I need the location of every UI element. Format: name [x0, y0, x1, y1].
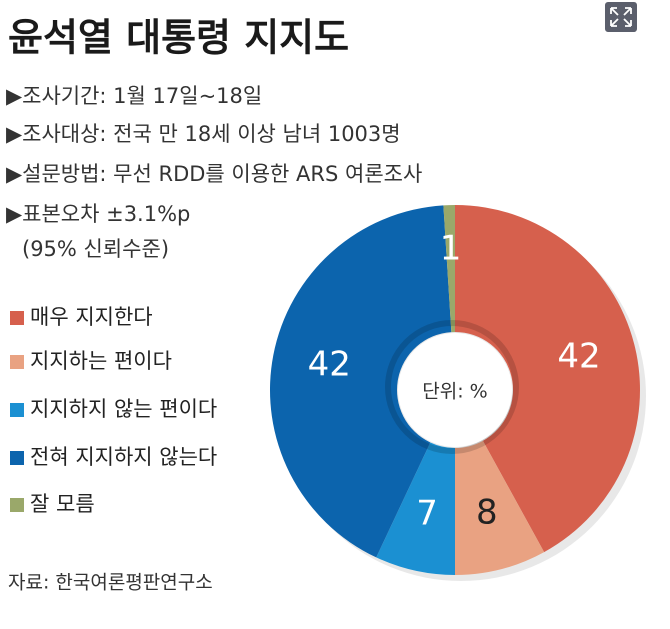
legend-swatch [10, 311, 24, 325]
donut-slice [443, 205, 455, 333]
info-line: ▶표본오차 ±3.1%p [6, 202, 190, 226]
data-label: 8 [476, 492, 498, 532]
chart-title: 윤석열 대통령 지지도 [8, 16, 349, 60]
legend-label: 잘 모름 [30, 492, 95, 516]
legend-swatch [10, 498, 24, 512]
legend-swatch [10, 403, 24, 417]
data-label: 42 [308, 345, 351, 385]
expand-icon-bg[interactable] [605, 2, 637, 32]
donut-slice [455, 205, 641, 553]
unit-label: 단위: % [422, 381, 487, 403]
data-label: 42 [557, 337, 600, 377]
legend-label: 지지하는 편이다 [30, 349, 172, 373]
donut-hole [398, 333, 512, 447]
info-line: ▶조사기간: 1월 17일~18일 [6, 84, 262, 108]
legend-label: 지지하지 않는 편이다 [30, 397, 217, 421]
info-line: (95% 신뢰수준) [22, 237, 169, 261]
legend-swatch [10, 355, 24, 369]
legend-label: 전혀 지지하지 않는다 [30, 445, 217, 469]
donut: 42 87 42 1 단위: % [270, 205, 646, 581]
info-line: ▶설문방법: 무선 RDD를 이용한 ARS 여론조사 [6, 162, 422, 186]
legend-swatch [10, 451, 24, 465]
source: 자료: 한국여론평판연구소 [8, 572, 213, 594]
legend-label: 매우 지지한다 [30, 305, 153, 329]
donut-slice [376, 442, 455, 575]
donut-slice [270, 205, 452, 558]
donut-slice [455, 440, 545, 575]
expand-button[interactable] [605, 2, 637, 32]
data-label: 1 [440, 229, 462, 269]
donut-hole-shadow [385, 320, 519, 454]
data-label: 7 [416, 493, 438, 533]
expand-icon[interactable] [610, 7, 632, 27]
info-line: ▶조사대상: 전국 만 18세 이상 남녀 1003명 [6, 122, 401, 146]
